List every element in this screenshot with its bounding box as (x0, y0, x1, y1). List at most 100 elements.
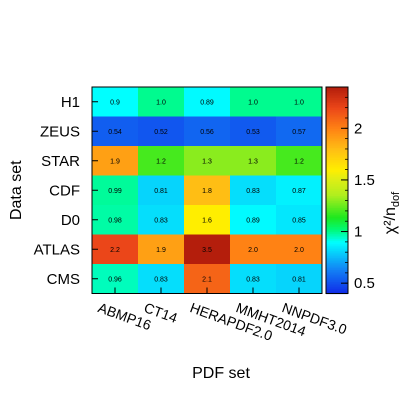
colorbar-title-text: χ²/ndof (382, 191, 402, 234)
cell-value-label: 0.9 (110, 99, 120, 106)
colorbar-segment (326, 291, 348, 295)
colorbar-segment (326, 191, 348, 195)
row-label: D0 (61, 212, 80, 229)
row-label: CDF (49, 182, 80, 199)
colorbar-segment (326, 142, 348, 145)
colorbar-segment (326, 186, 348, 190)
colorbar-segment (326, 136, 348, 140)
colorbar-segment (326, 121, 348, 124)
colorbar-segment (326, 176, 348, 179)
colorbar-segment (326, 143, 348, 147)
row-label: ZEUS (40, 123, 80, 140)
colorbar-segment (326, 197, 348, 200)
colorbar-segment (326, 255, 348, 258)
heatmap-cell (92, 116, 139, 147)
colorbar-segment (326, 243, 348, 246)
colorbar-segment (326, 100, 348, 104)
colorbar-segment (326, 183, 348, 186)
colorbar-segment (326, 117, 348, 121)
cell-value-label: 0.89 (200, 99, 214, 106)
colorbar-segment (326, 150, 348, 153)
colorbar-segment (326, 283, 348, 286)
colorbar-segment (326, 145, 348, 148)
colorbar-segment (326, 241, 348, 245)
colorbar-segment (326, 140, 348, 143)
colorbar-segment (326, 167, 348, 171)
cell-value-label: 1.8 (202, 188, 212, 195)
row-label: STAR (41, 153, 80, 170)
colorbar-segment (326, 159, 348, 162)
colorbar-segment (326, 107, 348, 110)
colorbar-segment (326, 284, 348, 288)
heatmap-cell (138, 87, 185, 117)
colorbar: 0.5 1 1.5 2 (325, 86, 375, 295)
heatmap-cell (138, 205, 185, 235)
heatmap-cell (138, 116, 185, 147)
colorbar-segment (326, 188, 348, 191)
cell-value-label: 0.96 (108, 276, 122, 283)
colorbar-segment (326, 279, 348, 283)
heatmap-cell (230, 205, 277, 235)
colorbar-segment (326, 253, 348, 257)
colorbar-segment (326, 104, 348, 107)
colorbar-segment (326, 234, 348, 238)
cell-value-label: 0.83 (154, 276, 168, 283)
colorbar-title: χ²/ndof (382, 191, 402, 234)
colorbar-segment (326, 205, 348, 209)
colorbar-segment (326, 135, 348, 138)
heatmap-cell (138, 234, 185, 265)
colorbar-segment (326, 128, 348, 131)
cell-value-label: 2.2 (110, 247, 120, 254)
colorbar-segment (326, 224, 348, 227)
heatmap-cell (92, 175, 139, 206)
colorbar-segment (326, 131, 348, 135)
colorbar-segment (326, 269, 348, 272)
colorbar-segment (326, 248, 348, 252)
colorbar-segment (326, 164, 348, 167)
heatmap-cell (276, 175, 323, 206)
heatmap-cell (138, 146, 185, 176)
colorbar-tick-label: 1 (354, 224, 362, 241)
colorbar-segment (326, 290, 348, 293)
colorbar-segment (326, 133, 348, 136)
colorbar-segment (326, 257, 348, 260)
heatmap-cell (230, 116, 277, 147)
colorbar-segment (326, 221, 348, 224)
colorbar-segment (326, 152, 348, 155)
colorbar-segment (326, 264, 348, 267)
cell-value-label: 0.85 (292, 217, 306, 224)
heatmap-cell (92, 234, 139, 265)
colorbar-segment (326, 233, 348, 236)
cell-value-label: 0.53 (246, 129, 260, 136)
colorbar-segment (326, 185, 348, 188)
colorbar-segment (326, 160, 348, 164)
heatmap-cell (138, 175, 185, 206)
colorbar-segment (326, 245, 348, 248)
colorbar-segment (326, 88, 348, 92)
colorbar-segment (326, 97, 348, 100)
row-label: CMS (47, 271, 80, 288)
colorbar-segment (326, 171, 348, 174)
colorbar-segment (326, 178, 348, 181)
heatmap-cell (276, 116, 323, 147)
colorbar-segment (326, 240, 348, 243)
heatmap-cell (92, 205, 139, 235)
colorbar-segment (326, 252, 348, 255)
heatmap-cell (92, 146, 139, 176)
colorbar-segment (326, 219, 348, 222)
colorbar-segment (326, 181, 348, 184)
colorbar-segment (326, 87, 348, 90)
colorbar-segment (326, 267, 348, 271)
colorbar-segment (326, 99, 348, 102)
heatmap-cell (184, 234, 231, 265)
colorbar-segment (326, 173, 348, 176)
cell-value-label: 1.0 (294, 99, 304, 106)
colorbar-segment (326, 130, 348, 133)
heatmap-cell (184, 87, 231, 117)
colorbar-segment (326, 195, 348, 198)
cell-value-label: 0.87 (292, 188, 306, 195)
cell-value-label: 3.5 (202, 247, 212, 254)
colorbar-segment (326, 212, 348, 215)
colorbar-segment (326, 236, 348, 240)
